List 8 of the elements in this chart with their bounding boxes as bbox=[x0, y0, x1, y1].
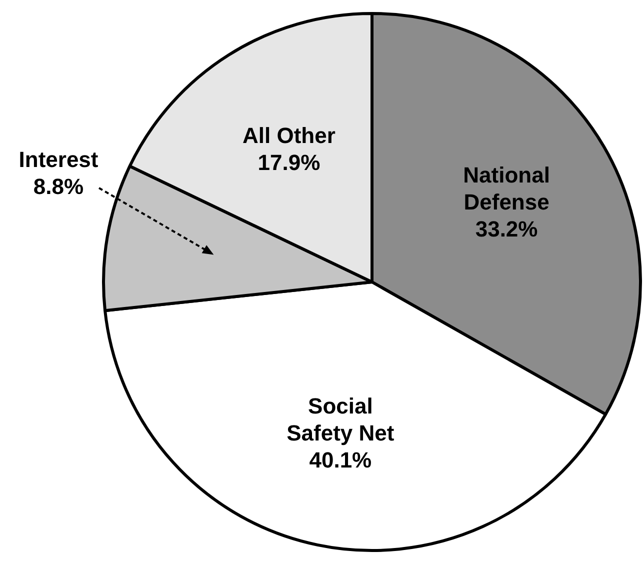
slice-label: All Other bbox=[242, 122, 336, 148]
data-label: 17.9% bbox=[258, 150, 320, 175]
data-label: 40.1% bbox=[309, 448, 372, 473]
data-label: 8.8% bbox=[33, 174, 84, 200]
slice-label: Social Safety Net bbox=[286, 394, 395, 446]
data-label: 33.2% bbox=[475, 216, 538, 242]
slice-label: Interest bbox=[18, 147, 99, 172]
slice-label: National Defense bbox=[463, 162, 550, 215]
